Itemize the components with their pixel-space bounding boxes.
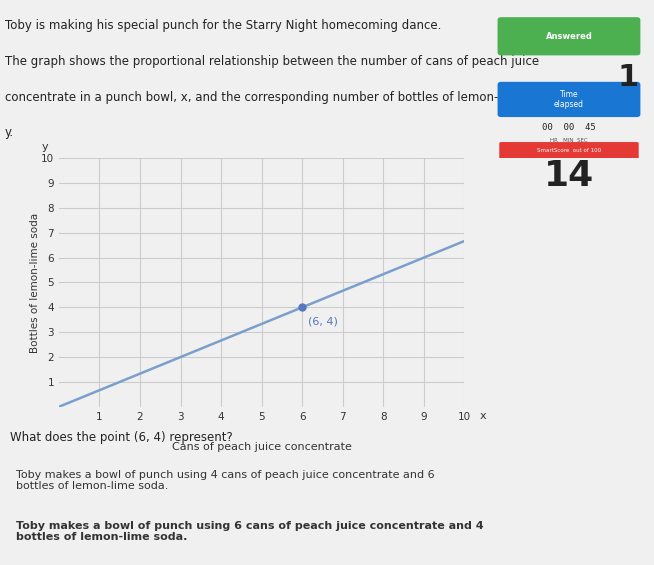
FancyBboxPatch shape [499, 142, 639, 160]
Text: (6, 4): (6, 4) [308, 316, 338, 326]
Text: 1: 1 [618, 63, 639, 92]
Text: Cans of peach juice concentrate: Cans of peach juice concentrate [171, 442, 352, 451]
Text: x: x [479, 411, 486, 420]
Text: HR   MIN  SEC: HR MIN SEC [550, 138, 588, 143]
Text: Bottles of lemon-lime soda: Bottles of lemon-lime soda [29, 212, 39, 353]
Text: Toby is making his special punch for the Starry Night homecoming dance.: Toby is making his special punch for the… [5, 19, 441, 32]
Text: y.: y. [5, 126, 14, 139]
Text: Toby makes a bowl of punch using 6 cans of peach juice concentrate and 4
bottles: Toby makes a bowl of punch using 6 cans … [16, 520, 483, 542]
Text: What does the point (6, 4) represent?: What does the point (6, 4) represent? [10, 431, 232, 445]
Text: 14: 14 [544, 159, 594, 193]
Text: 00  00  45: 00 00 45 [542, 123, 596, 132]
FancyBboxPatch shape [498, 17, 640, 55]
Text: SmartScore  out of 100: SmartScore out of 100 [537, 149, 601, 153]
Text: Answered: Answered [545, 32, 593, 41]
Text: Toby makes a bowl of punch using 4 cans of peach juice concentrate and 6
bottles: Toby makes a bowl of punch using 4 cans … [16, 470, 434, 492]
Text: concentrate in a punch bowl, x, and the corresponding number of bottles of lemon: concentrate in a punch bowl, x, and the … [5, 90, 559, 103]
Text: y: y [41, 142, 48, 152]
Text: The graph shows the proportional relationship between the number of cans of peac: The graph shows the proportional relatio… [5, 55, 539, 68]
FancyBboxPatch shape [498, 82, 640, 117]
Text: Time
elapsed: Time elapsed [554, 90, 584, 109]
